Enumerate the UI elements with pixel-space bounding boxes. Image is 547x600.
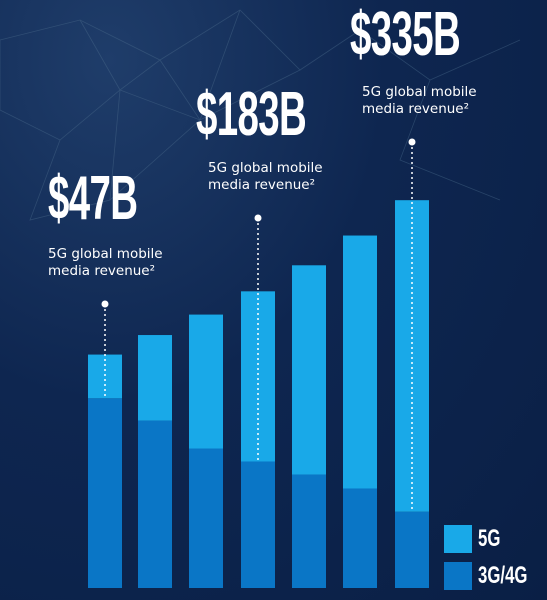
annotation: 5G global mobile media revenue² bbox=[48, 246, 163, 279]
bar-segment bbox=[292, 265, 326, 475]
legend-swatch bbox=[444, 525, 472, 553]
bar-segment bbox=[292, 474, 326, 588]
bar-segment bbox=[241, 291, 275, 462]
bar-segment bbox=[138, 420, 172, 588]
bar-segment bbox=[88, 398, 122, 588]
value-label: $47B bbox=[48, 164, 138, 233]
bar-segment bbox=[395, 200, 429, 512]
legend-label: 3G/4G bbox=[478, 562, 528, 589]
bar-segment bbox=[138, 335, 172, 421]
annotation: 5G global mobile media revenue² bbox=[362, 84, 477, 117]
value-label: $183B bbox=[196, 80, 307, 149]
network-decoration bbox=[0, 9, 521, 221]
bar-segment bbox=[241, 461, 275, 588]
bar-segment bbox=[88, 354, 122, 399]
bar-segment bbox=[189, 448, 223, 588]
bar-segment bbox=[189, 314, 223, 449]
annotation: 5G global mobile media revenue² bbox=[208, 160, 323, 193]
legend-swatch bbox=[444, 562, 472, 590]
bar-segment bbox=[343, 488, 377, 588]
bar-segment bbox=[343, 235, 377, 489]
legend-label: 5G bbox=[478, 525, 501, 552]
bar-segment bbox=[395, 511, 429, 588]
value-label: $335B bbox=[350, 0, 461, 69]
